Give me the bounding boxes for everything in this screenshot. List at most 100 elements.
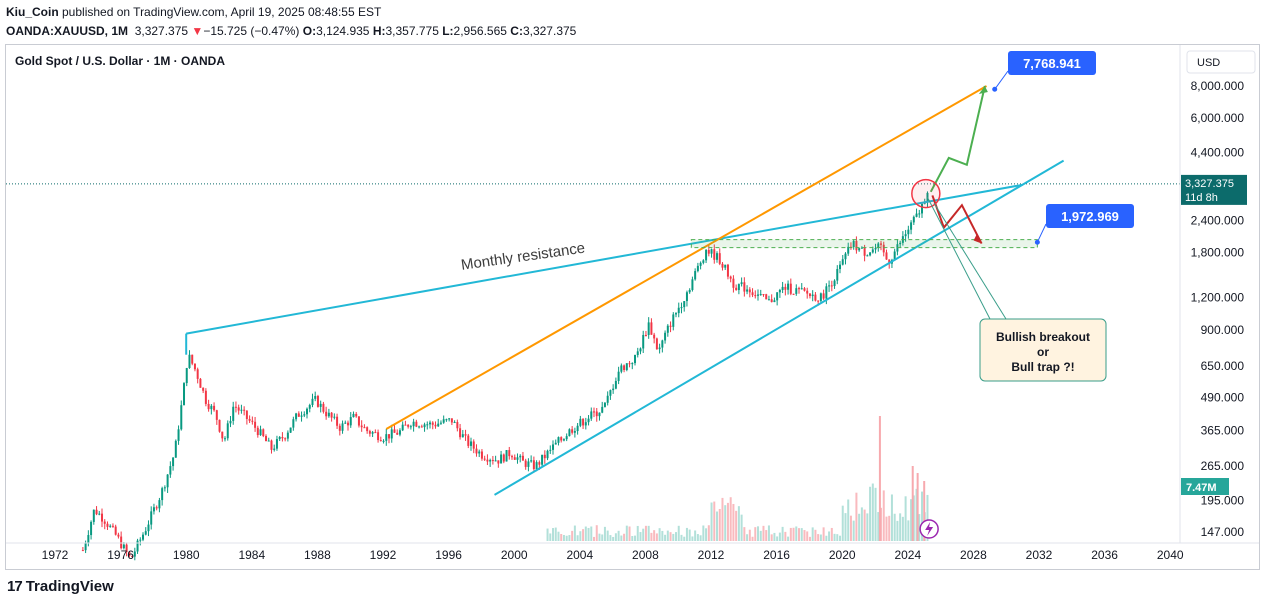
candle-body: [224, 438, 227, 440]
candle-body: [166, 474, 169, 488]
candle-body: [593, 411, 596, 413]
candle-body: [226, 423, 229, 439]
candle-body: [603, 402, 606, 407]
volume-bar: [573, 525, 576, 541]
candle-body: [628, 363, 631, 365]
close-label: C:: [510, 24, 523, 38]
volume-bar: [601, 534, 604, 541]
candle-body: [773, 300, 776, 303]
candle-body: [685, 292, 688, 302]
currency-button-label: USD: [1197, 57, 1220, 69]
candle-body: [521, 455, 524, 461]
candle-body: [609, 390, 612, 396]
candle-body: [95, 509, 98, 515]
volume-bar: [644, 525, 647, 541]
countdown-badge-value: 11d 8h: [1185, 192, 1218, 204]
x-tick-label: 2012: [698, 548, 725, 562]
candle-body: [267, 440, 270, 442]
volume-bar: [688, 529, 691, 541]
candle-body: [393, 429, 396, 433]
volume-bar: [808, 536, 811, 541]
volume-bar: [811, 527, 814, 541]
y-tick-label: 147.000: [1201, 525, 1245, 539]
volume-bar: [757, 526, 760, 541]
candle-body: [237, 407, 240, 411]
candle-body: [98, 513, 101, 515]
candle-body: [595, 411, 598, 417]
candle-body: [598, 412, 601, 417]
volume-bar: [623, 533, 626, 541]
support-zone: [690, 239, 1038, 249]
candle-body: [729, 276, 732, 279]
candle-body: [672, 314, 675, 327]
volume-badge: [1181, 478, 1229, 495]
volume-bar: [620, 535, 623, 541]
candle-body: [147, 524, 150, 532]
volume-bar: [918, 514, 921, 541]
volume-bar: [710, 502, 713, 541]
candle-body: [486, 459, 489, 462]
candle-body: [710, 249, 713, 254]
candle-body: [396, 432, 399, 435]
candle-body: [776, 292, 779, 301]
candle-body: [319, 403, 322, 407]
volume-bar: [759, 530, 762, 541]
volume-bar: [546, 528, 549, 541]
volume-bar: [617, 530, 620, 541]
candle-body: [341, 423, 344, 431]
candle-body: [470, 441, 473, 446]
candle-body: [576, 425, 579, 432]
candle-body: [822, 293, 825, 299]
candle-body: [210, 405, 213, 410]
volume-bar: [650, 532, 653, 541]
volume-bar: [765, 530, 768, 541]
chart-title: Gold Spot / U.S. Dollar · 1M · OANDA: [15, 54, 225, 68]
volume-bar: [803, 530, 806, 541]
candle-body: [163, 487, 166, 489]
y-tick-label: 4,400.000: [1191, 146, 1245, 160]
candle-body: [792, 293, 795, 295]
candle-body: [404, 424, 407, 426]
candle-body: [543, 454, 546, 459]
candle-body: [106, 523, 109, 527]
candle-body: [426, 424, 429, 426]
candle-body: [880, 243, 883, 245]
last-price-badge: [1181, 174, 1247, 205]
volume-badge-value: 7.47M: [1186, 482, 1217, 494]
volume-bar: [568, 535, 571, 541]
candle-body: [625, 363, 628, 370]
y-tick-label: 365.000: [1201, 424, 1245, 438]
author-name[interactable]: Kiu_Coin: [6, 5, 59, 19]
candle-body: [737, 284, 740, 291]
x-tick-label: 1976: [107, 548, 134, 562]
candle-body: [461, 434, 464, 438]
candle-body: [798, 288, 801, 290]
volume-bar: [726, 502, 729, 541]
volume-bar: [557, 531, 560, 541]
volume-bar: [795, 526, 798, 541]
volume-bar: [737, 506, 740, 541]
candle-body: [415, 421, 418, 427]
volume-bar: [880, 507, 883, 541]
candle-body: [601, 406, 604, 413]
candle-body: [327, 412, 330, 417]
candle-body: [623, 365, 626, 370]
y-tick-label: 1,800.000: [1191, 245, 1245, 259]
volume-bar: [582, 529, 585, 541]
target-low-label-pointer: [1036, 223, 1047, 243]
volume-bar: [675, 532, 678, 541]
volume-bar: [680, 534, 683, 541]
candle-body: [464, 434, 467, 436]
chart-header: Kiu_Coin published on TradingView.com, A…: [6, 3, 576, 41]
volume-bar: [740, 514, 743, 541]
candle-body: [133, 551, 136, 557]
volume-bar: [888, 515, 891, 541]
candle-body: [193, 363, 196, 370]
candle-body: [125, 544, 128, 552]
candle-body: [699, 262, 702, 266]
candle-body: [240, 409, 243, 411]
candle-body: [355, 413, 358, 417]
volume-bar: [639, 532, 642, 541]
candle-body: [128, 551, 131, 557]
